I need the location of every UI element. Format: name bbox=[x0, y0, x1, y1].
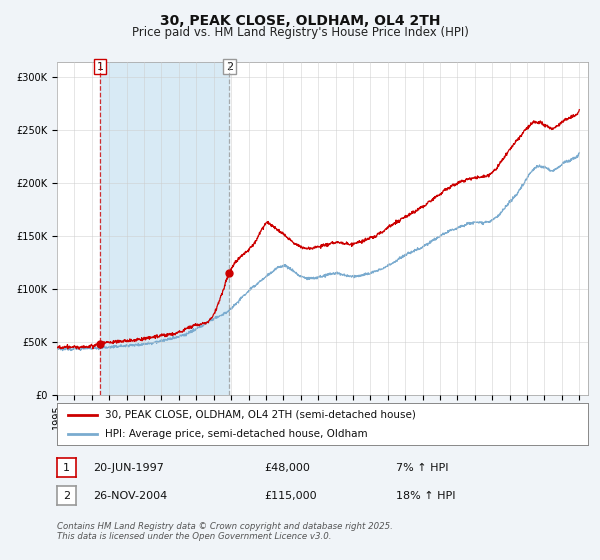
Text: 30, PEAK CLOSE, OLDHAM, OL4 2TH: 30, PEAK CLOSE, OLDHAM, OL4 2TH bbox=[160, 14, 440, 28]
Text: 2: 2 bbox=[63, 491, 70, 501]
Text: 30, PEAK CLOSE, OLDHAM, OL4 2TH (semi-detached house): 30, PEAK CLOSE, OLDHAM, OL4 2TH (semi-de… bbox=[105, 409, 416, 419]
Text: Contains HM Land Registry data © Crown copyright and database right 2025.
This d: Contains HM Land Registry data © Crown c… bbox=[57, 522, 393, 542]
Text: 20-JUN-1997: 20-JUN-1997 bbox=[93, 463, 164, 473]
Text: £115,000: £115,000 bbox=[264, 491, 317, 501]
Text: £48,000: £48,000 bbox=[264, 463, 310, 473]
Text: Price paid vs. HM Land Registry's House Price Index (HPI): Price paid vs. HM Land Registry's House … bbox=[131, 26, 469, 39]
Text: 26-NOV-2004: 26-NOV-2004 bbox=[93, 491, 167, 501]
Bar bbox=[100, 62, 229, 395]
Text: 7% ↑ HPI: 7% ↑ HPI bbox=[396, 463, 449, 473]
Text: 2: 2 bbox=[226, 62, 233, 72]
Text: HPI: Average price, semi-detached house, Oldham: HPI: Average price, semi-detached house,… bbox=[105, 429, 367, 439]
Text: 1: 1 bbox=[63, 463, 70, 473]
Text: 18% ↑ HPI: 18% ↑ HPI bbox=[396, 491, 455, 501]
Text: 1: 1 bbox=[97, 62, 104, 72]
